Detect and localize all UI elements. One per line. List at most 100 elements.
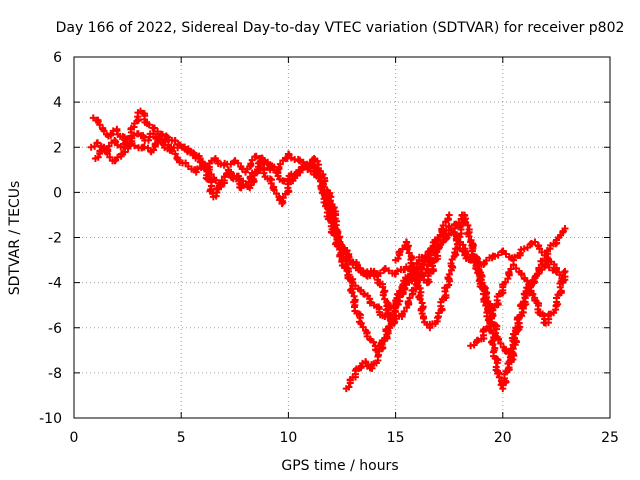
data-point (252, 152, 260, 160)
data-point-cluster (547, 236, 561, 249)
y-tick-label: -10 (39, 411, 62, 427)
data-point-cluster (470, 257, 482, 267)
data-point-cluster (357, 359, 366, 372)
data-point-cluster (413, 277, 427, 318)
data-point-cluster (308, 162, 325, 181)
data-point (156, 134, 164, 142)
data-point (434, 234, 442, 241)
data-point-cluster (444, 249, 460, 289)
data-point-cluster (324, 191, 340, 234)
data-point-cluster (156, 130, 166, 139)
data-point-cluster (202, 163, 217, 197)
data-point-cluster (94, 147, 105, 161)
data-point-cluster (91, 139, 101, 150)
data-point-cluster (352, 264, 365, 276)
data-point-cluster (213, 157, 225, 168)
axis-ticks (73, 56, 611, 419)
data-point-cluster (533, 299, 549, 327)
data-point-cluster (499, 360, 513, 389)
data-point (445, 211, 453, 219)
data-point-cluster (371, 266, 388, 278)
y-tick-label: 0 (53, 185, 62, 201)
data-point-cluster (424, 245, 442, 286)
y-tick-label: 6 (53, 50, 62, 66)
data-point-cluster (553, 269, 569, 308)
series-track-m (456, 238, 560, 273)
data-point (561, 267, 569, 275)
data-point-cluster (111, 153, 122, 165)
data-point-cluster (163, 133, 176, 144)
data-point-cluster (375, 336, 387, 355)
data-point (173, 155, 181, 163)
data-point-cluster (362, 271, 374, 280)
x-tick-label: 15 (387, 430, 405, 446)
data-point (561, 224, 569, 232)
data-point-cluster (174, 156, 187, 167)
data-point-cluster (403, 242, 420, 281)
data-point-cluster (121, 124, 135, 143)
data-point-cluster (144, 130, 154, 144)
data-point-cluster (523, 239, 536, 252)
data-point (467, 256, 475, 264)
data-point-cluster (435, 223, 453, 251)
y-tick-label: 2 (53, 140, 62, 156)
data-point-cluster (399, 271, 414, 291)
x-tick-label: 20 (494, 430, 512, 446)
data-point-cluster (231, 157, 247, 173)
y-tick-label: -2 (48, 231, 62, 247)
data-point (267, 179, 275, 187)
data-point (552, 265, 560, 273)
data-point-cluster (510, 261, 526, 279)
data-point-cluster (488, 286, 507, 319)
data-point-cluster (139, 109, 151, 127)
x-tick-label: 25 (601, 430, 619, 446)
y-axis-label: SDTVAR / TECUs (7, 181, 23, 296)
x-tick-labels: 0 5 10 15 20 25 (70, 430, 619, 446)
x-axis-label: GPS time / hours (281, 458, 398, 474)
data-point-cluster (149, 124, 159, 132)
data-point-cluster (345, 376, 354, 391)
data-point-cluster (171, 137, 186, 151)
data-point-cluster (499, 261, 517, 289)
data-point-cluster (435, 284, 450, 317)
data-point-cluster (393, 265, 409, 275)
data-points (87, 107, 569, 393)
series-track-h (338, 222, 475, 287)
data-point-cluster (489, 248, 506, 260)
x-tick-label: 5 (177, 430, 186, 446)
data-point-cluster (140, 143, 155, 155)
y-tick-label: 4 (53, 95, 62, 111)
chart-title: Day 166 of 2022, Sidereal Day-to-day VTE… (56, 20, 625, 36)
data-point-cluster (529, 264, 543, 285)
data-point-cluster (131, 109, 142, 127)
data-point-cluster (557, 227, 567, 239)
data-point-cluster (361, 290, 375, 307)
data-point-cluster (99, 124, 111, 138)
data-point-cluster (390, 286, 406, 320)
series-track-g (342, 211, 466, 393)
data-point-cluster (398, 290, 416, 318)
data-point-cluster (194, 164, 208, 173)
data-point-cluster (275, 154, 291, 173)
y-tick-labels: -10 -8 -6 -4 -2 0 2 4 6 (39, 50, 62, 427)
data-point-cluster (470, 336, 482, 349)
data-point-cluster (436, 215, 452, 239)
data-point-cluster (137, 132, 148, 142)
data-point-cluster (159, 137, 169, 146)
data-point-cluster (107, 127, 117, 139)
data-point (100, 143, 108, 151)
data-point-cluster (350, 303, 364, 326)
y-tick-label: -6 (48, 321, 62, 337)
data-point-cluster (362, 359, 374, 372)
data-point-cluster (112, 138, 125, 151)
x-tick-label: 10 (279, 430, 297, 446)
data-point-cluster (149, 137, 162, 154)
data-point-cluster (92, 116, 102, 126)
y-tick-label: -4 (48, 276, 62, 292)
data-point-cluster (284, 170, 295, 185)
data-point-cluster (357, 320, 371, 340)
data-point-cluster (479, 314, 494, 343)
x-tick-label: 0 (70, 430, 79, 446)
